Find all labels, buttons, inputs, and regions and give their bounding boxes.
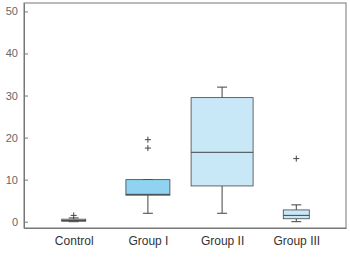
whisker-cap-low xyxy=(143,213,153,214)
plot: 0 10 20 30 40 50 Control Group I Group II Group I… xyxy=(6,3,347,248)
whisker-cap-low xyxy=(291,221,301,222)
y-axis: 0 10 20 30 40 50 xyxy=(6,4,28,229)
y-tick: 40 xyxy=(6,47,28,59)
x-tick-label: Control xyxy=(55,234,94,248)
whisker-high xyxy=(222,87,223,98)
x-axis: Control Group I Group II Group III xyxy=(25,229,347,248)
y-tick: 0 xyxy=(12,216,28,228)
y-tick: 20 xyxy=(6,132,28,144)
y-axis-line xyxy=(24,4,25,229)
outlier xyxy=(145,145,151,151)
median xyxy=(62,220,86,221)
y-tick: 10 xyxy=(6,174,28,186)
outlier xyxy=(71,212,77,218)
whisker-low xyxy=(222,186,223,213)
box xyxy=(62,219,86,221)
box-group xyxy=(283,156,309,222)
y-tick-mark xyxy=(24,138,28,139)
y-tick: 50 xyxy=(6,5,28,17)
y-tick: 30 xyxy=(6,90,28,102)
y-tick-label: 0 xyxy=(12,216,18,228)
median xyxy=(191,152,253,153)
x-tick-label: Group I xyxy=(128,234,168,248)
y-tick-label: 10 xyxy=(6,174,18,186)
whisker-cap-low xyxy=(217,213,227,214)
y-tick-label: 20 xyxy=(6,132,18,144)
x-tick: Control xyxy=(55,234,94,248)
median xyxy=(283,215,309,216)
x-axis-line xyxy=(25,228,347,229)
whisker-cap-high xyxy=(291,204,301,205)
box xyxy=(283,210,309,219)
box-group xyxy=(126,137,170,214)
chart: 0 10 20 30 40 50 Control Group I Group II Group I… xyxy=(0,0,350,260)
whisker-low xyxy=(147,195,148,213)
x-tick: Group III xyxy=(273,234,320,248)
y-tick-mark xyxy=(24,180,28,181)
x-tick: Group I xyxy=(128,234,168,248)
box xyxy=(126,180,170,196)
box xyxy=(191,98,253,186)
y-tick-mark xyxy=(24,222,28,223)
box-group xyxy=(62,212,86,221)
x-tick: Group II xyxy=(201,234,244,248)
x-tick-label: Group III xyxy=(273,234,320,248)
x-tick-label: Group II xyxy=(201,234,244,248)
whisker-cap-high xyxy=(217,87,227,88)
y-tick-label: 30 xyxy=(6,90,18,102)
boxes xyxy=(62,87,310,222)
median xyxy=(126,194,170,195)
y-tick-mark xyxy=(24,11,28,12)
plot-frame xyxy=(24,3,346,228)
y-tick-label: 40 xyxy=(6,47,18,59)
box-group xyxy=(191,87,253,213)
outlier xyxy=(293,156,299,162)
y-tick-mark xyxy=(24,96,28,97)
y-tick-label: 50 xyxy=(6,5,18,17)
whisker-high xyxy=(296,205,297,210)
y-tick-mark xyxy=(24,53,28,54)
outlier xyxy=(145,137,151,143)
